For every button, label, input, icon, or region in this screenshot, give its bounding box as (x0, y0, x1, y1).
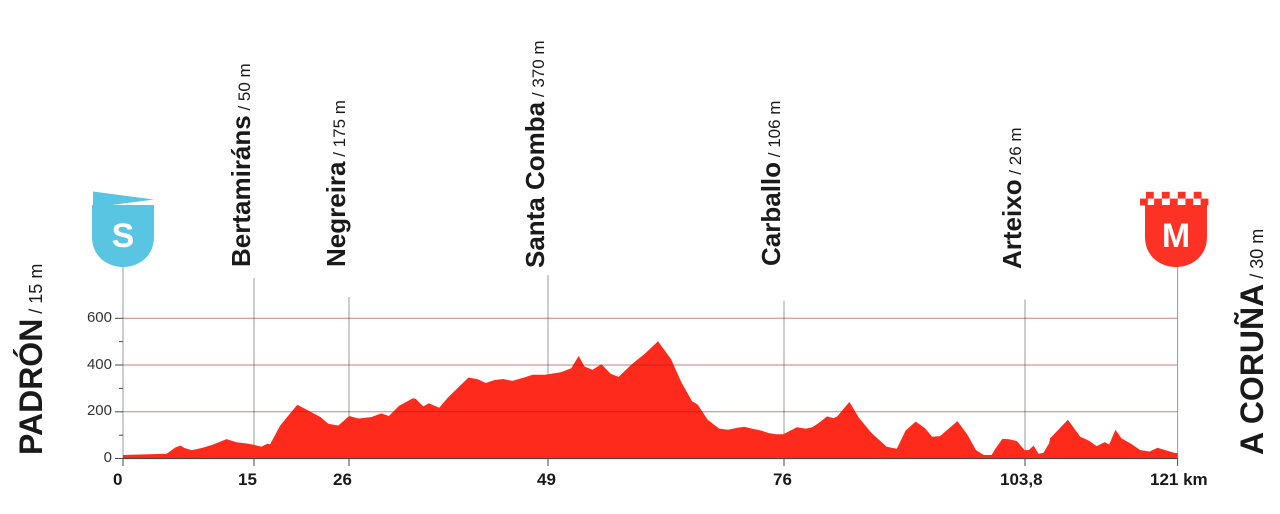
svg-text:M: M (1162, 217, 1190, 255)
svg-text:S: S (112, 217, 135, 255)
